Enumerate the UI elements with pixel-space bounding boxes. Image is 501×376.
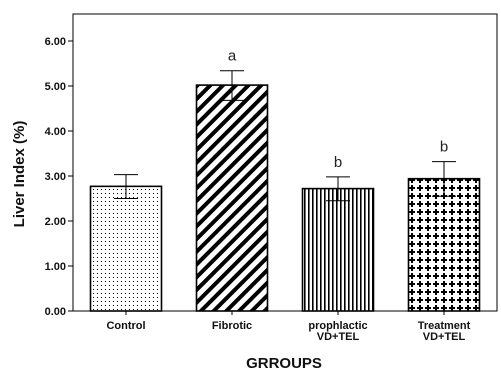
plot-frame xyxy=(72,13,498,312)
bar xyxy=(195,84,269,312)
x-tick-label: Fibrotic xyxy=(212,320,252,332)
x-axis: Control Fibrotic prophlacticVD+TELTreatmen… xyxy=(106,311,471,343)
x-tick-label: prophlactic xyxy=(308,320,367,332)
x-tick-label: VD+TEL xyxy=(317,331,360,343)
x-tick-label: Control xyxy=(106,320,145,332)
y-axis: 0.00 1.00 2.00 3.00 4.00 5.00 6.00 xyxy=(45,36,73,318)
y-axis-title: Liver Index (%) xyxy=(11,121,28,228)
bars xyxy=(89,84,481,312)
x-tick-label: Treatment xyxy=(418,320,471,332)
significance-letters: a b b xyxy=(228,48,448,171)
significance-letter: b xyxy=(440,139,448,156)
significance-letter: a xyxy=(228,48,237,65)
x-tick-label: VD+TEL xyxy=(423,331,466,343)
y-tick-label: 1.00 xyxy=(45,261,66,273)
significance-letter: b xyxy=(334,154,342,171)
plot-area-border xyxy=(72,13,498,312)
y-tick-label: 4.00 xyxy=(45,126,66,138)
x-axis-title: GRROUPS xyxy=(246,355,322,372)
bar xyxy=(407,177,481,312)
bar xyxy=(301,187,375,312)
error-bars xyxy=(114,70,456,202)
y-tick-label: 3.00 xyxy=(45,171,66,183)
y-tick-label: 2.00 xyxy=(45,216,66,228)
y-tick-label: 0.00 xyxy=(45,306,66,318)
bar xyxy=(89,185,163,312)
y-tick-label: 5.00 xyxy=(45,81,66,93)
y-tick-label: 6.00 xyxy=(45,36,66,48)
